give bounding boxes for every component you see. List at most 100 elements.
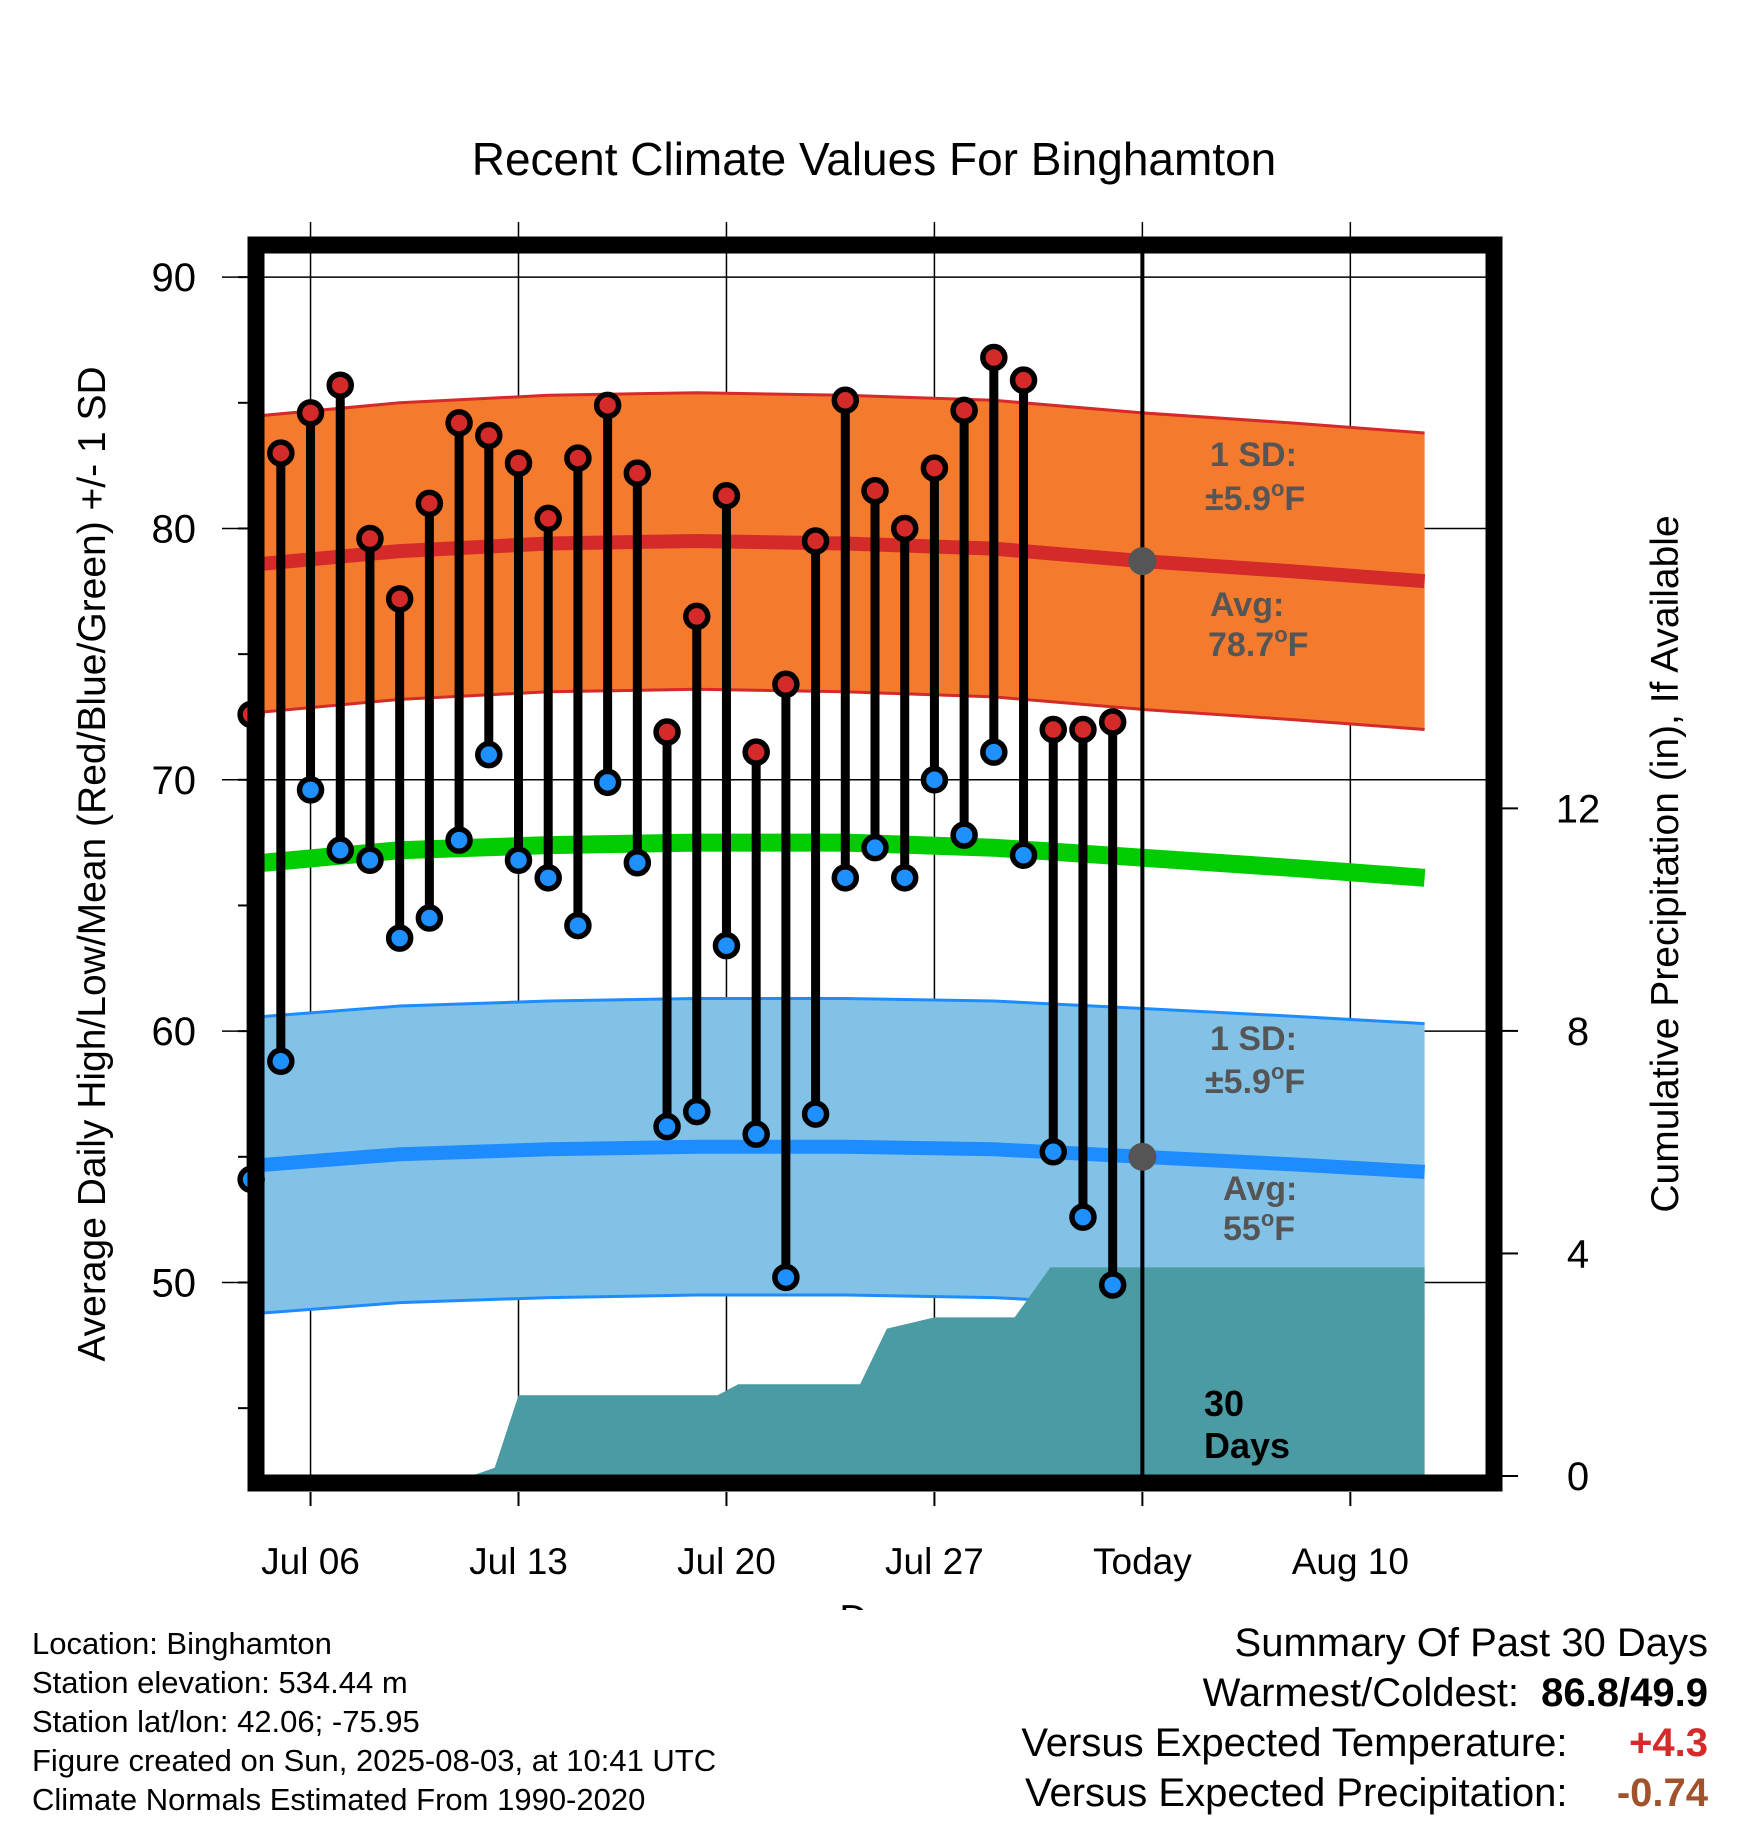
low-point-26 bbox=[1009, 841, 1038, 869]
high-sd-value: ±5.9oF bbox=[1205, 476, 1305, 518]
high-point-15 bbox=[682, 602, 711, 631]
daily-dots bbox=[237, 343, 1127, 1299]
low-sd-value: ±5.9oF bbox=[1205, 1059, 1305, 1101]
low-point-9 bbox=[504, 846, 533, 874]
low-sd-band bbox=[263, 998, 1425, 1321]
low-point-25 bbox=[980, 738, 1008, 766]
high-avg-value: 78.7oF bbox=[1208, 622, 1308, 664]
x-tick-label-5: Aug 10 bbox=[1292, 1541, 1409, 1582]
axes: 50 60 70 80 90 0 4 8 12 Jul 06 Jul 13 Jul 20 Jul 27 T… bbox=[152, 256, 1601, 1582]
low-point-19 bbox=[801, 1100, 830, 1128]
low-point-27 bbox=[1039, 1138, 1068, 1166]
precip-value: -0.74 bbox=[1616, 1771, 1708, 1815]
precip-area bbox=[263, 1267, 1425, 1476]
low-avg-label: Avg: bbox=[1223, 1170, 1297, 1208]
high-point-11 bbox=[564, 444, 592, 472]
high-point-20 bbox=[831, 386, 860, 415]
high-point-22 bbox=[890, 514, 919, 543]
low-point-24 bbox=[950, 821, 978, 849]
temp-value: +4.3 bbox=[1629, 1721, 1708, 1765]
warmest-label: Warmest/Coldest: bbox=[1202, 1671, 1519, 1715]
x-tick-label-2: Jul 20 bbox=[677, 1541, 776, 1582]
high-point-25 bbox=[980, 343, 1008, 372]
low-avg-value: 55oF bbox=[1223, 1206, 1295, 1248]
high-point-18 bbox=[772, 670, 800, 699]
low-point-29 bbox=[1098, 1271, 1127, 1299]
low-point-12 bbox=[593, 768, 622, 797]
low-point-8 bbox=[475, 740, 503, 769]
high-point-13 bbox=[623, 459, 652, 487]
y-tick-label-3: 80 bbox=[152, 507, 197, 551]
x-tick-label-1: Jul 13 bbox=[469, 1541, 568, 1582]
low-point-28 bbox=[1069, 1203, 1097, 1231]
y2-axis-label: Cumulative Precipitation (in), If Availa… bbox=[1644, 515, 1687, 1212]
y-tick-label-2: 70 bbox=[152, 759, 197, 803]
y-tick-label-1: 60 bbox=[152, 1010, 197, 1054]
y-tick-label-4: 90 bbox=[152, 256, 197, 300]
low-point-18 bbox=[772, 1263, 800, 1292]
station-info: Location: Binghamton Station elevation: … bbox=[32, 1624, 716, 1819]
low-sd-band-upper-edge bbox=[263, 997, 1425, 1026]
high-point-10 bbox=[534, 504, 562, 533]
high-point-5 bbox=[385, 585, 414, 613]
low-point-7 bbox=[445, 826, 473, 854]
y-tick-label-0: 50 bbox=[152, 1261, 197, 1305]
y2-tick-label-2: 8 bbox=[1567, 1010, 1589, 1054]
summary-temp-row: Versus Expected Temperature: +4.3 bbox=[1021, 1718, 1708, 1768]
high-point-29 bbox=[1098, 708, 1127, 736]
elevation-text: Station elevation: 534.44 m bbox=[32, 1665, 408, 1700]
y2-tick-label-3: 12 bbox=[1556, 787, 1601, 831]
high-sd-label: 1 SD: bbox=[1210, 436, 1297, 474]
high-point-7 bbox=[445, 409, 473, 437]
y2-tick-label-0: 0 bbox=[1567, 1455, 1589, 1499]
created-text: Figure created on Sun, 2025-08-03, at 10… bbox=[32, 1743, 717, 1778]
precip-cumulative-area bbox=[263, 1267, 1425, 1476]
high-point-2 bbox=[296, 399, 325, 427]
high-point-8 bbox=[475, 421, 503, 450]
summary-panel: Summary Of Past 30 Days Warmest/Coldest:… bbox=[1021, 1618, 1708, 1818]
chart-title: Recent Climate Values For Binghamton bbox=[472, 133, 1277, 185]
low-point-10 bbox=[534, 864, 562, 892]
high-point-28 bbox=[1069, 715, 1097, 744]
high-point-12 bbox=[593, 391, 622, 420]
low-point-21 bbox=[861, 833, 889, 862]
normals-text: Climate Normals Estimated From 1990-2020 bbox=[32, 1782, 646, 1817]
high-point-3 bbox=[326, 371, 354, 399]
low-point-15 bbox=[682, 1097, 711, 1126]
high-point-14 bbox=[653, 718, 681, 746]
low-sd-label: 1 SD: bbox=[1210, 1020, 1297, 1058]
high-point-6 bbox=[415, 489, 444, 518]
latlon-text: Station lat/lon: 42.06; -75.95 bbox=[32, 1704, 420, 1739]
low-point-5 bbox=[385, 924, 414, 952]
low-point-13 bbox=[623, 848, 652, 877]
today-high-avg-marker bbox=[1128, 547, 1157, 576]
low-point-20 bbox=[831, 864, 860, 892]
low-point-2 bbox=[296, 776, 325, 804]
high-point-19 bbox=[801, 527, 830, 555]
high-point-4 bbox=[356, 524, 384, 553]
low-point-17 bbox=[742, 1120, 770, 1148]
precip-label: Versus Expected Precipitation: bbox=[1025, 1771, 1568, 1815]
low-point-22 bbox=[890, 864, 919, 892]
y-axis-label: Average Daily High/Low/Mean (Red/Blue/Gr… bbox=[71, 366, 114, 1361]
low-point-3 bbox=[326, 836, 354, 864]
climate-chart: Recent Climate Values For Binghamton 1 S… bbox=[71, 133, 1687, 1610]
low-point-23 bbox=[920, 766, 949, 794]
low-point-6 bbox=[415, 904, 444, 932]
high-point-27 bbox=[1039, 715, 1068, 744]
low-point-4 bbox=[356, 846, 384, 874]
high-point-9 bbox=[504, 449, 533, 477]
low-point-14 bbox=[653, 1112, 681, 1141]
low-point-16 bbox=[712, 931, 741, 960]
today-low-avg-marker bbox=[1128, 1142, 1157, 1171]
warmest-value: 86.8/49.9 bbox=[1541, 1671, 1708, 1715]
low-point-1 bbox=[267, 1047, 295, 1076]
summary-warmest-row: Warmest/Coldest: 86.8/49.9 bbox=[1021, 1668, 1708, 1718]
high-point-24 bbox=[950, 396, 978, 425]
low-avg-line bbox=[263, 1139, 1425, 1179]
x-tick-label-0: Jul 06 bbox=[261, 1541, 360, 1582]
low-point-11 bbox=[564, 911, 592, 940]
high-point-1 bbox=[267, 439, 295, 467]
high-point-16 bbox=[712, 482, 741, 510]
